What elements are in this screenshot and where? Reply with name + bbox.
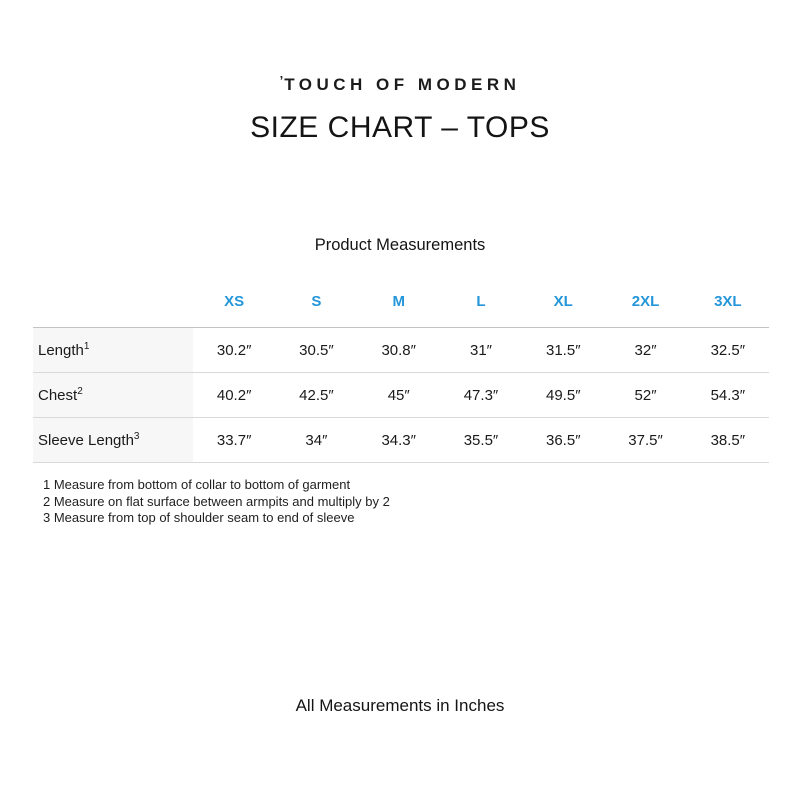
- row-label: Chest2: [33, 373, 193, 417]
- units-note: All Measurements in Inches: [295, 696, 505, 715]
- measurement-name: Length1: [38, 340, 90, 359]
- size-col-header-xs: XS: [224, 292, 245, 310]
- footnote-1: 1 Measure from bottom of collar to botto…: [43, 477, 351, 492]
- row-label: Length1: [33, 328, 193, 372]
- row-label: Sleeve Length3: [33, 418, 193, 462]
- measurement-cell: 40.2″: [216, 386, 252, 404]
- table-row-chest: Chest2 40.2″ 42.5″ 45″ 47.3″ 49.5″ 52″ 5…: [33, 373, 769, 418]
- footnote-ref: 2: [77, 385, 83, 397]
- measurement-cell: 35.5″: [463, 431, 499, 449]
- measurement-cell: 30.2″: [216, 341, 252, 359]
- measurement-cell: 38.5″: [710, 431, 746, 449]
- brand-name: TOUCH OF MODERN: [284, 75, 521, 94]
- measurement-cell: 34″: [305, 431, 328, 449]
- measurement-cell: 45″: [387, 386, 410, 404]
- measurement-cell: 47.3″: [463, 386, 499, 404]
- logo-tick-icon: ’: [279, 73, 284, 88]
- header-spacer: [33, 283, 193, 327]
- footnote-ref: 3: [133, 430, 140, 442]
- measurement-cell: 32.5″: [710, 341, 746, 359]
- measurement-cell: 31.5″: [546, 341, 581, 359]
- page-title: SIZE CHART – TOPS: [250, 111, 550, 144]
- footnote-3: 3 Measure from top of shoulder seam to e…: [43, 510, 355, 525]
- measurement-cell: 33.7″: [216, 431, 252, 449]
- measurement-cell: 31″: [469, 341, 492, 359]
- measurement-cell: 36.5″: [546, 431, 581, 449]
- table-row-length: Length1 30.2″ 30.5″ 30.8″ 31″ 31.5″ 32″ …: [33, 328, 769, 373]
- size-header-row: XS S M L XL 2XL 3XL: [33, 283, 769, 328]
- measurement-name: Sleeve Length3: [38, 430, 140, 449]
- size-col-header-2xl: 2XL: [631, 292, 660, 310]
- table-subtitle: Product Measurements: [314, 236, 486, 254]
- brand-logo: ’TOUCH OF MODERN: [0, 73, 800, 95]
- measurement-cell: 30.5″: [299, 341, 334, 359]
- measurement-cell: 42.5″: [299, 386, 334, 404]
- size-table: XS S M L XL 2XL 3XL Length1 30.2″ 30.5″ …: [33, 283, 769, 463]
- size-col-header-s: S: [311, 292, 322, 310]
- footnote-2: 2 Measure on flat surface between armpit…: [43, 493, 390, 509]
- footnotes: 1 Measure from bottom of collar to botto…: [43, 477, 390, 527]
- size-col-header-m: M: [392, 292, 405, 310]
- measurement-cell: 32″: [634, 341, 657, 359]
- measurement-name: Chest2: [38, 385, 83, 404]
- measurement-cell: 37.5″: [628, 431, 663, 449]
- measurement-cell: 52″: [634, 386, 657, 404]
- size-col-header-xl: XL: [553, 292, 573, 310]
- size-col-header-3xl: 3XL: [714, 292, 742, 310]
- measurement-cell: 30.8″: [381, 341, 416, 359]
- table-row-sleeve-length: Sleeve Length3 33.7″ 34″ 34.3″ 35.5″ 36.…: [33, 418, 769, 463]
- footnote-ref: 1: [83, 340, 90, 352]
- measurement-cell: 49.5″: [546, 386, 581, 404]
- size-col-header-l: L: [476, 292, 486, 310]
- measurement-cell: 34.3″: [381, 431, 416, 449]
- measurement-cell: 54.3″: [710, 386, 746, 404]
